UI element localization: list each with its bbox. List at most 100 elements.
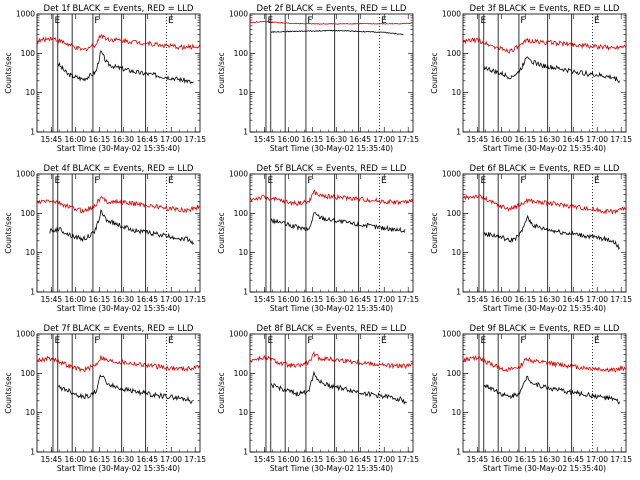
lld-series [249,189,414,207]
x-tick-label: 16:00 [278,295,300,304]
x-tick-label: 16:00 [65,135,87,144]
y-tick-label: 10 [25,88,35,97]
x-axis-label: Start Time (30-May-02 15:35:40) [483,464,606,473]
x-tick-label: 15:45 [467,455,489,464]
y-tick-label: 1000 [229,10,248,19]
x-tick-label: 16:30 [112,135,134,144]
x-tick-label: 17:15 [610,455,632,464]
x-tick-label: 17:15 [610,295,632,304]
marker-label: E [381,176,387,186]
marker-label: E [594,176,600,186]
panel-det-1: Det 1f BLACK = Events, RED = LLD 1 10 100 10… [4,4,206,153]
y-tick-label: 1 [243,448,248,457]
panel-det-5: Det 5f BLACK = Events, RED = LLD 1 10 100 10… [217,164,419,313]
x-tick-label: 17:00 [586,295,608,304]
panel-det-4: Det 4f BLACK = Events, RED = LLD 1 10 100 10… [4,164,206,313]
events-series [49,208,194,246]
plot-frame [36,173,201,293]
marker-label: F [520,176,525,186]
plot-frame [249,13,414,133]
x-axis-label: Start Time (30-May-02 15:35:40) [483,144,606,153]
x-tick-label: 16:45 [136,135,158,144]
events-series [270,29,404,36]
lld-series [249,20,414,25]
x-tick-label: 16:00 [491,455,513,464]
x-tick-label: 17:15 [184,295,206,304]
marker-label: E [168,336,174,346]
x-tick-label: 16:45 [562,295,584,304]
x-tick-label: 17:00 [160,295,182,304]
lld-series [462,37,627,54]
events-series [483,56,620,84]
y-tick-label: 1000 [16,330,35,339]
y-axis-label: Counts/sec [217,212,226,253]
y-tick-label: 100 [234,49,249,58]
events-series [57,50,194,85]
x-tick-label: 17:00 [160,135,182,144]
x-tick-label: 17:15 [184,455,206,464]
lld-series [462,194,627,215]
x-tick-label: 16:15 [89,135,111,144]
x-tick-label: 16:30 [325,135,347,144]
marker-label: F [94,336,99,346]
panel-title: Det 4f BLACK = Events, RED = LLD [44,164,194,174]
events-series [57,374,194,404]
y-axis-label: Counts/sec [4,372,13,413]
y-tick-label: 10 [238,88,248,97]
x-tick-label: 16:00 [278,455,300,464]
x-tick-label: 16:45 [349,295,371,304]
panel-det-2: Det 2f BLACK = Events, RED = LLD 1 10 100 10… [217,4,419,153]
lld-series [462,355,627,373]
panel-det-3: Det 3f BLACK = Events, RED = LLD 1 10 100 10… [430,4,632,153]
y-tick-label: 10 [451,88,461,97]
x-tick-label: 17:00 [160,455,182,464]
y-tick-label: 100 [447,209,462,218]
y-tick-label: 10 [238,248,248,257]
panel-det-8: Det 8f BLACK = Events, RED = LLD 1 10 100 10… [217,324,419,473]
y-tick-label: 1000 [16,170,35,179]
marker-label: E [594,336,600,346]
x-tick-label: 16:15 [89,295,111,304]
marker-label: E [168,16,174,26]
y-tick-label: 10 [451,248,461,257]
x-tick-label: 16:45 [562,455,584,464]
x-tick-label: 16:15 [302,135,324,144]
x-axis-label: Start Time (30-May-02 15:35:40) [270,144,393,153]
x-tick-label: 16:30 [112,455,134,464]
x-tick-label: 16:00 [65,455,87,464]
x-axis-label: Start Time (30-May-02 15:35:40) [483,304,606,313]
y-axis-label: Counts/sec [430,372,439,413]
x-tick-label: 15:45 [254,455,276,464]
marker-label: F [307,176,312,186]
x-tick-label: 17:00 [373,135,395,144]
x-tick-label: 16:30 [325,455,347,464]
y-tick-label: 100 [21,209,36,218]
y-tick-label: 1 [30,448,35,457]
panel-det-9: Det 9f BLACK = Events, RED = LLD 1 10 100 10… [430,324,632,473]
y-axis-label: Counts/sec [217,52,226,93]
y-axis-label: Counts/sec [217,372,226,413]
y-axis-label: Counts/sec [4,212,13,253]
x-tick-label: 17:00 [373,295,395,304]
events-series [270,212,406,234]
y-tick-label: 1000 [229,170,248,179]
y-tick-label: 10 [25,248,35,257]
x-tick-label: 16:30 [538,135,560,144]
x-tick-label: 15:45 [467,295,489,304]
x-tick-label: 16:45 [349,135,371,144]
plot-frame [36,13,201,133]
x-tick-label: 16:00 [278,135,300,144]
x-axis-label: Start Time (30-May-02 15:35:40) [270,304,393,313]
plot-frame [462,173,627,293]
x-tick-label: 16:00 [491,295,513,304]
lld-series [36,33,201,52]
x-tick-label: 17:15 [397,295,419,304]
x-tick-label: 17:00 [586,135,608,144]
x-axis-label: Start Time (30-May-02 15:35:40) [270,464,393,473]
y-tick-label: 1 [456,128,461,137]
x-tick-label: 15:45 [41,455,63,464]
y-tick-label: 1 [30,128,35,137]
x-tick-label: 15:45 [467,135,489,144]
x-tick-label: 16:45 [136,455,158,464]
panel-title: Det 1f BLACK = Events, RED = LLD [44,4,194,14]
